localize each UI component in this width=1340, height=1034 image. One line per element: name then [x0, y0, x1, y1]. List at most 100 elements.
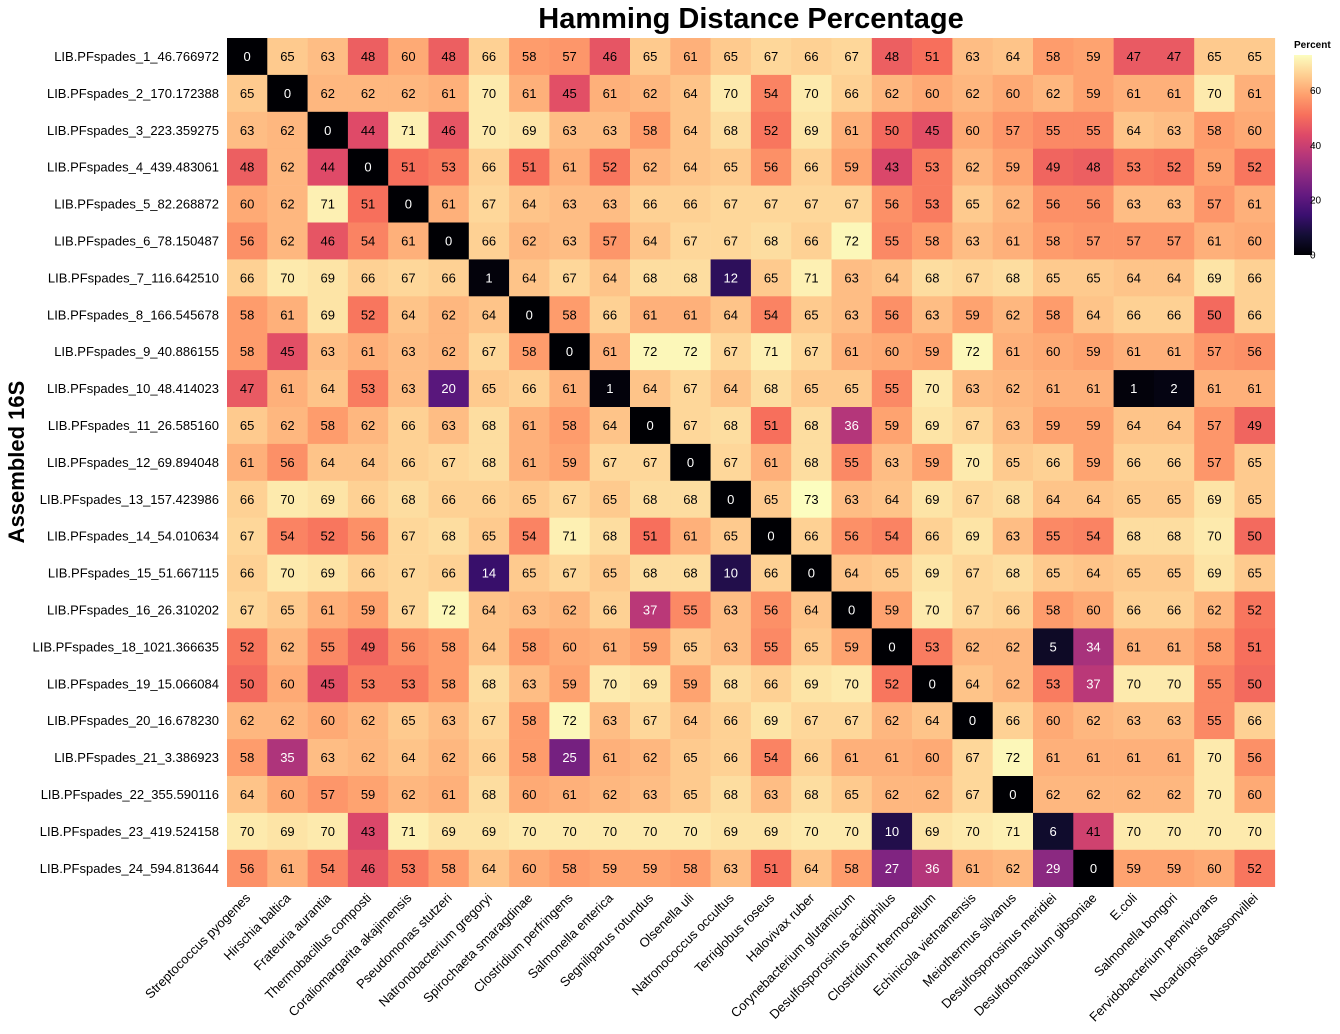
- cell-value-label: 70: [925, 602, 939, 617]
- heatmap-cell: [227, 296, 268, 334]
- cell-value-label: 0: [405, 197, 412, 212]
- heatmap-cell: [509, 111, 550, 149]
- cell-value-label: 12: [724, 270, 738, 285]
- cell-value-label: 67: [240, 529, 254, 544]
- cell-value-label: 61: [885, 750, 899, 765]
- heatmap-cell: [388, 665, 429, 703]
- cell-value-label: 0: [929, 676, 936, 691]
- cell-value-label: 67: [804, 197, 818, 212]
- cell-value-label: 66: [683, 197, 697, 212]
- heatmap-cell: [589, 480, 631, 518]
- heatmap-cell: [227, 849, 268, 887]
- cell-value-label: 54: [522, 529, 536, 544]
- cell-value-label: 62: [1127, 787, 1141, 802]
- cell-value-label: 43: [361, 824, 375, 839]
- cell-value-label: 51: [401, 160, 415, 175]
- cell-value-label: 61: [441, 197, 455, 212]
- cell-value-label: 69: [1207, 492, 1221, 507]
- heatmap-cell: [549, 812, 590, 851]
- cell-value-label: 68: [643, 566, 657, 581]
- heatmap-cell: [307, 628, 349, 666]
- cell-value-label: 71: [1006, 824, 1020, 839]
- cell-value-label: 64: [1086, 307, 1100, 322]
- cell-value-label: 62: [885, 787, 899, 802]
- heatmap-cell: [549, 407, 590, 445]
- cell-value-label: 58: [1046, 233, 1060, 248]
- cell-value-label: 66: [482, 492, 496, 507]
- heatmap-cell: [791, 554, 832, 592]
- heatmap-cell: [791, 776, 832, 814]
- cell-value-label: 66: [240, 270, 254, 285]
- heatmap-cell: [388, 38, 429, 76]
- heatmap-cell: [1153, 443, 1195, 482]
- heatmap-cell: [347, 407, 389, 445]
- cell-value-label: 65: [482, 529, 496, 544]
- cell-value-label: 68: [401, 492, 415, 507]
- heatmap-cell: [871, 776, 913, 814]
- heatmap-cell: [710, 591, 752, 629]
- heatmap-cell: [1234, 591, 1276, 629]
- heatmap-cell: [267, 333, 308, 371]
- cell-value-label: 59: [844, 160, 858, 175]
- heatmap-cell: [630, 443, 671, 482]
- heatmap-cell: [549, 443, 590, 482]
- cell-value-label: 63: [603, 123, 617, 138]
- heatmap-cell: [1073, 849, 1114, 887]
- heatmap-cell: [1113, 702, 1155, 740]
- heatmap-cell: [871, 591, 913, 629]
- cell-value-label: 61: [361, 344, 375, 359]
- heatmap-cell: [952, 74, 993, 113]
- cell-value-label: 68: [724, 123, 738, 138]
- row-tick-label: LIB.PFspades_6_78.150487: [54, 233, 219, 248]
- cell-value-label: 68: [724, 676, 738, 691]
- cell-value-label: 59: [643, 861, 657, 876]
- cell-value-label: 61: [522, 86, 536, 101]
- heatmap-cell: [1234, 111, 1276, 149]
- heatmap-cell: [992, 812, 1034, 851]
- heatmap-cell: [912, 702, 953, 740]
- row-tick-label: LIB.PFspades_22_355.590116: [41, 787, 219, 802]
- cell-value-label: 62: [965, 639, 979, 654]
- heatmap-cell: [1194, 443, 1235, 482]
- cell-value-label: 64: [1127, 270, 1141, 285]
- heatmap-cell: [468, 812, 510, 851]
- heatmap-cell: [1153, 702, 1195, 740]
- heatmap-cell: [388, 480, 429, 518]
- cell-value-label: 45: [562, 86, 576, 101]
- heatmap-cell: [549, 185, 590, 223]
- heatmap-cell: [388, 702, 429, 740]
- row-tick-label: LIB.PFspades_13_157.423986: [40, 492, 219, 507]
- cell-value-label: 47: [1127, 49, 1141, 64]
- heatmap-cell: [992, 776, 1034, 814]
- cell-value-label: 63: [562, 233, 576, 248]
- cell-value-label: 59: [925, 455, 939, 470]
- cell-value-label: 70: [844, 824, 858, 839]
- heatmap-cell: [750, 407, 792, 445]
- cell-value-label: 62: [965, 160, 979, 175]
- heatmap-cell: [750, 185, 792, 223]
- cell-value-label: 0: [324, 123, 331, 138]
- cell-value-label: 63: [925, 307, 939, 322]
- heatmap-cell: [1073, 665, 1114, 703]
- cell-value-label: 64: [482, 602, 496, 617]
- heatmap-cell: [750, 74, 792, 113]
- heatmap-cell: [710, 443, 752, 482]
- cell-value-label: 65: [240, 86, 254, 101]
- heatmap-cell: [992, 74, 1034, 113]
- heatmap-cell: [992, 185, 1034, 223]
- cell-value-label: 62: [1006, 197, 1020, 212]
- cell-value-label: 61: [965, 861, 979, 876]
- heatmap-cell: [710, 74, 752, 113]
- cell-value-label: 44: [321, 160, 335, 175]
- cell-value-label: 56: [401, 639, 415, 654]
- heatmap-cell: [227, 739, 268, 777]
- cell-value-label: 59: [885, 602, 899, 617]
- heatmap-cell: [952, 665, 993, 703]
- cell-value-label: 68: [482, 455, 496, 470]
- heatmap-cell: [952, 776, 993, 814]
- heatmap-cell: [750, 665, 792, 703]
- heatmap-cell: [831, 38, 873, 76]
- heatmap-cell: [388, 333, 429, 371]
- heatmap-cell: [1234, 480, 1276, 518]
- heatmap-cell: [267, 443, 308, 482]
